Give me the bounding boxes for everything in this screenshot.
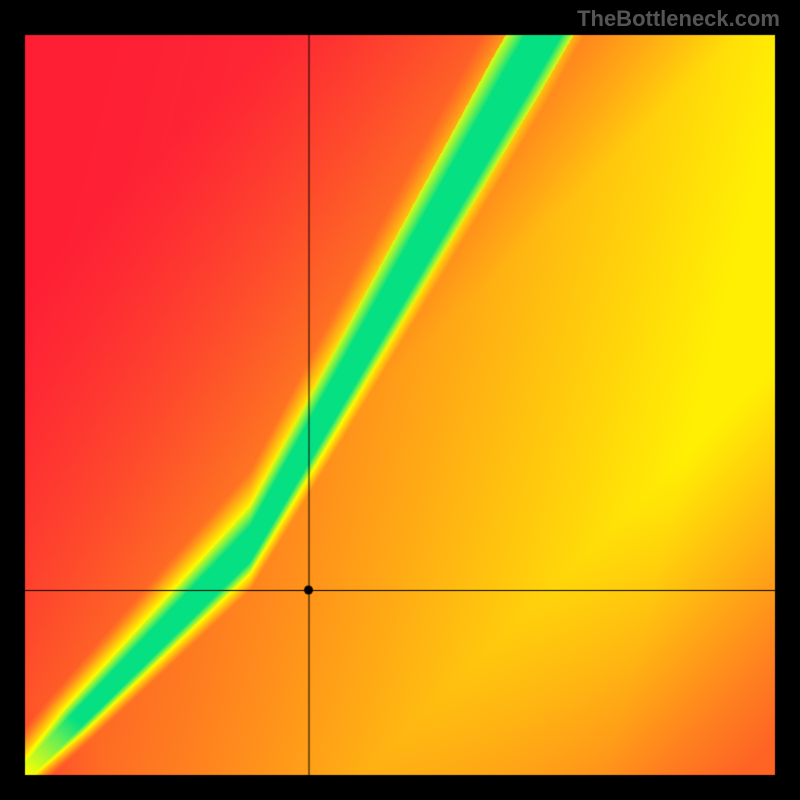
chart-container: TheBottleneck.com (0, 0, 800, 800)
heatmap-canvas (0, 0, 800, 800)
watermark-text: TheBottleneck.com (577, 6, 780, 32)
